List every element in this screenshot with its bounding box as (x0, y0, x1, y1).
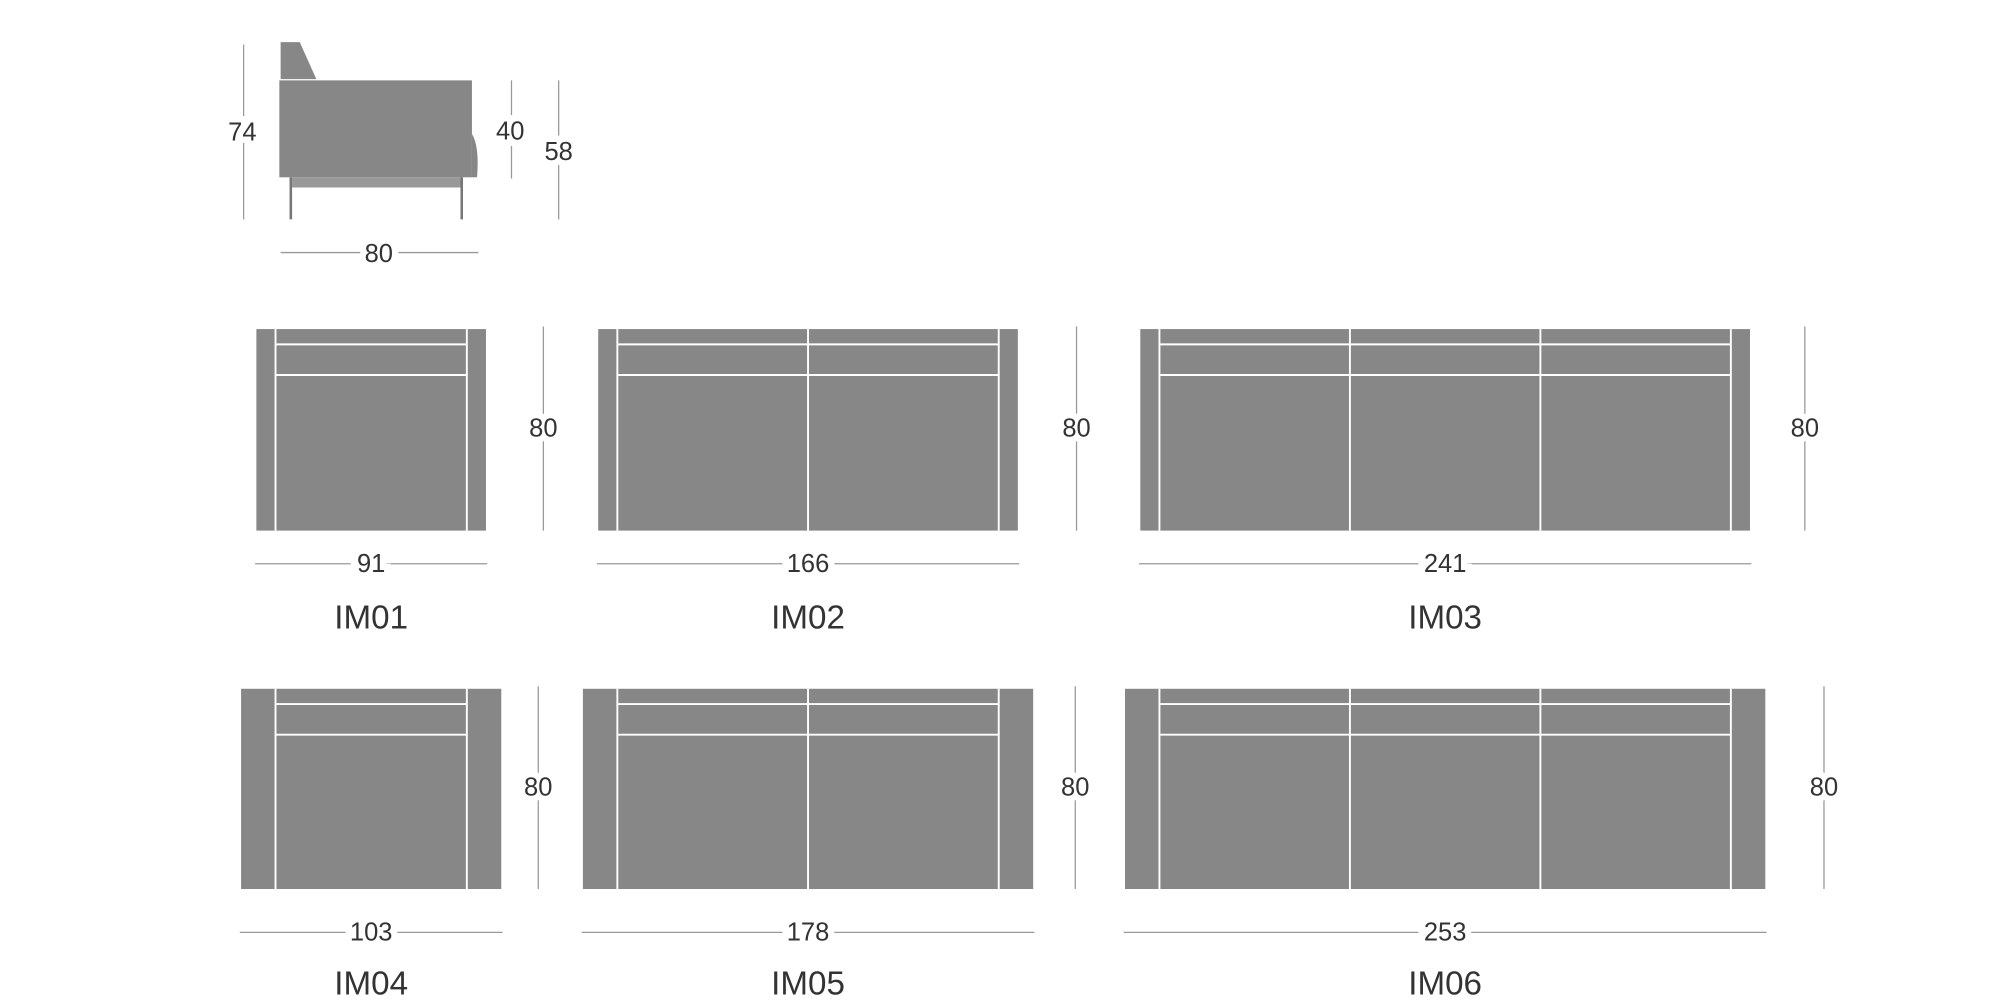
model-name: IM01 (334, 600, 408, 637)
depth-label: 80 (529, 415, 557, 443)
width-label: 103 (350, 918, 393, 946)
model-name: IM02 (771, 600, 845, 637)
height-label: 74 (228, 119, 256, 147)
backrest (280, 42, 317, 80)
side-view: 74 40 58 80 (222, 42, 579, 274)
seat-body (279, 80, 472, 178)
depth-label: 80 (1791, 415, 1819, 443)
depth-label: 80 (524, 774, 552, 802)
model-name: IM04 (334, 966, 408, 1000)
width-label: 253 (1424, 918, 1467, 946)
sofa-top-view (1140, 329, 1750, 531)
depth-label: 80 (1062, 415, 1090, 443)
depth-label: 80 (1061, 774, 1089, 802)
arm (471, 133, 478, 178)
sofa-top-view (1125, 688, 1766, 890)
depth-label: 80 (1810, 774, 1838, 802)
width-label: 166 (787, 550, 830, 578)
depth-label: 80 (365, 240, 393, 268)
model-name: IM03 (1408, 600, 1482, 637)
base (292, 177, 462, 188)
model-name: IM06 (1408, 966, 1482, 1000)
arm-height-label: 58 (544, 138, 572, 166)
seat-height-label: 40 (496, 117, 524, 145)
sofa-top-view (241, 688, 502, 890)
width-label: 178 (787, 918, 830, 946)
sofa-top-view (256, 329, 486, 531)
model-name: IM05 (771, 966, 845, 1000)
width-label: 91 (357, 550, 385, 578)
width-label: 241 (1424, 550, 1467, 578)
